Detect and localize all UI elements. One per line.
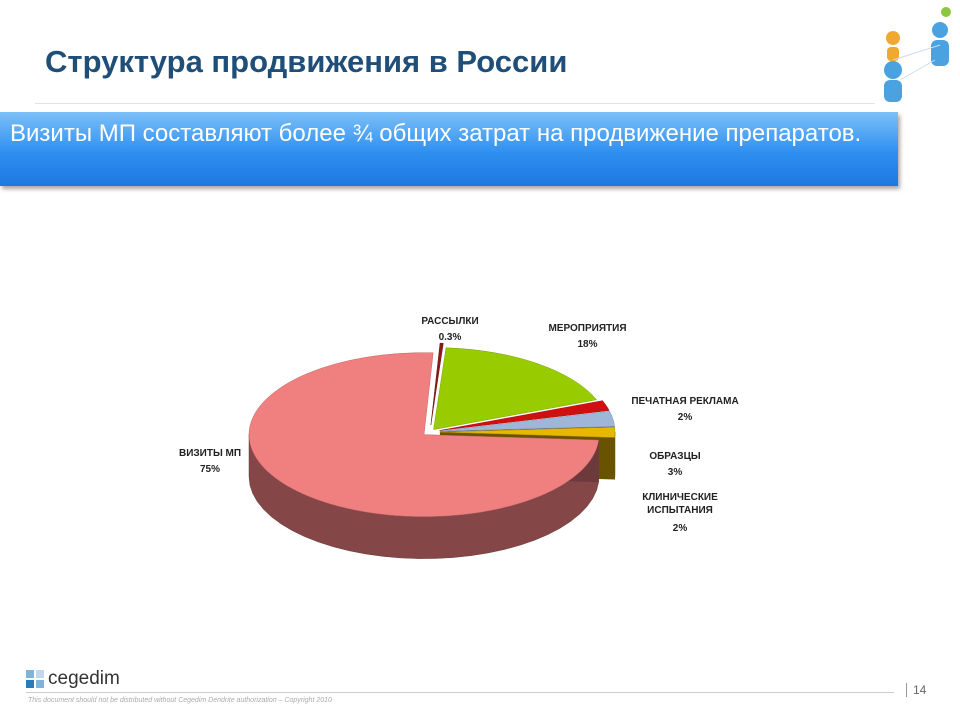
slice bbox=[433, 347, 598, 430]
banner: Визиты МП составляют более ¾ общих затра… bbox=[0, 112, 898, 186]
slice-value-label: 0.3% bbox=[438, 332, 462, 343]
slice bbox=[439, 410, 615, 432]
slice-value-label: 18% bbox=[577, 339, 598, 350]
slice-value-label: 2% bbox=[672, 523, 688, 534]
slice-label: РАССЫЛКИ bbox=[421, 316, 479, 327]
slide-title: Структура продвижения в России bbox=[45, 44, 568, 79]
slice-value-label: 3% bbox=[667, 467, 683, 478]
slice-label: ПЕЧАТНАЯ РЕКЛАМА bbox=[631, 396, 739, 407]
slice bbox=[248, 352, 599, 517]
slice-label: КЛИНИЧЕСКИЕ ИСПЫТАНИЯ bbox=[642, 492, 718, 516]
logo: cegedim bbox=[48, 668, 120, 689]
people-icon bbox=[884, 7, 951, 102]
slice bbox=[439, 426, 616, 438]
slice-value-label: 75% bbox=[199, 464, 220, 475]
footer: This document should not be distributed … bbox=[28, 697, 332, 704]
footer-rule bbox=[26, 692, 894, 693]
slice-label: МЕРОПРИЯТИЯ bbox=[548, 323, 627, 334]
slice bbox=[430, 342, 444, 426]
slice-value-label: 2% bbox=[677, 412, 693, 423]
title-rule bbox=[35, 103, 875, 104]
page-number: 14 bbox=[906, 683, 926, 697]
slice-label: ВИЗИТЫ МП bbox=[178, 448, 242, 459]
slice bbox=[439, 400, 610, 431]
logo-icon bbox=[26, 670, 44, 688]
slice-label: ОБРАЗЦЫ bbox=[649, 451, 701, 462]
